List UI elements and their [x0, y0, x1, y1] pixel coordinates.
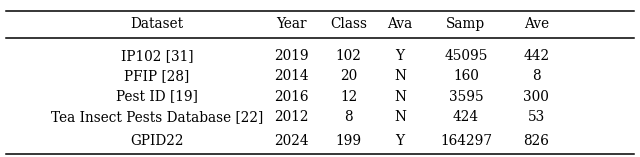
Text: N: N	[394, 89, 406, 104]
Text: 2019: 2019	[274, 49, 308, 63]
Text: Ava: Ava	[387, 17, 413, 31]
Text: Class: Class	[330, 17, 367, 31]
Text: 199: 199	[336, 133, 362, 148]
Text: Samp: Samp	[446, 17, 486, 31]
Text: Y: Y	[396, 133, 404, 148]
Text: 160: 160	[453, 69, 479, 83]
Text: GPID22: GPID22	[130, 133, 184, 148]
Text: 8: 8	[344, 110, 353, 124]
Text: 2024: 2024	[274, 133, 308, 148]
Text: 2016: 2016	[274, 89, 308, 104]
Text: Dataset: Dataset	[130, 17, 184, 31]
Text: 826: 826	[524, 133, 549, 148]
Text: 45095: 45095	[444, 49, 488, 63]
Text: IP102 [31]: IP102 [31]	[120, 49, 193, 63]
Text: 2012: 2012	[274, 110, 308, 124]
Text: N: N	[394, 110, 406, 124]
Text: 102: 102	[336, 49, 362, 63]
Text: Pest ID [19]: Pest ID [19]	[116, 89, 198, 104]
Text: Year: Year	[276, 17, 307, 31]
Text: 2014: 2014	[274, 69, 308, 83]
Text: 8: 8	[532, 69, 541, 83]
Text: 300: 300	[524, 89, 549, 104]
Text: Y: Y	[396, 49, 404, 63]
Text: PFIP [28]: PFIP [28]	[124, 69, 189, 83]
Text: 53: 53	[528, 110, 545, 124]
Text: 3595: 3595	[449, 89, 483, 104]
Text: 442: 442	[524, 49, 549, 63]
Text: Ave: Ave	[524, 17, 549, 31]
Text: 424: 424	[453, 110, 479, 124]
Text: 164297: 164297	[440, 133, 492, 148]
Text: Tea Insect Pests Database [22]: Tea Insect Pests Database [22]	[51, 110, 263, 124]
Text: 20: 20	[340, 69, 357, 83]
Text: 12: 12	[340, 89, 357, 104]
Text: N: N	[394, 69, 406, 83]
